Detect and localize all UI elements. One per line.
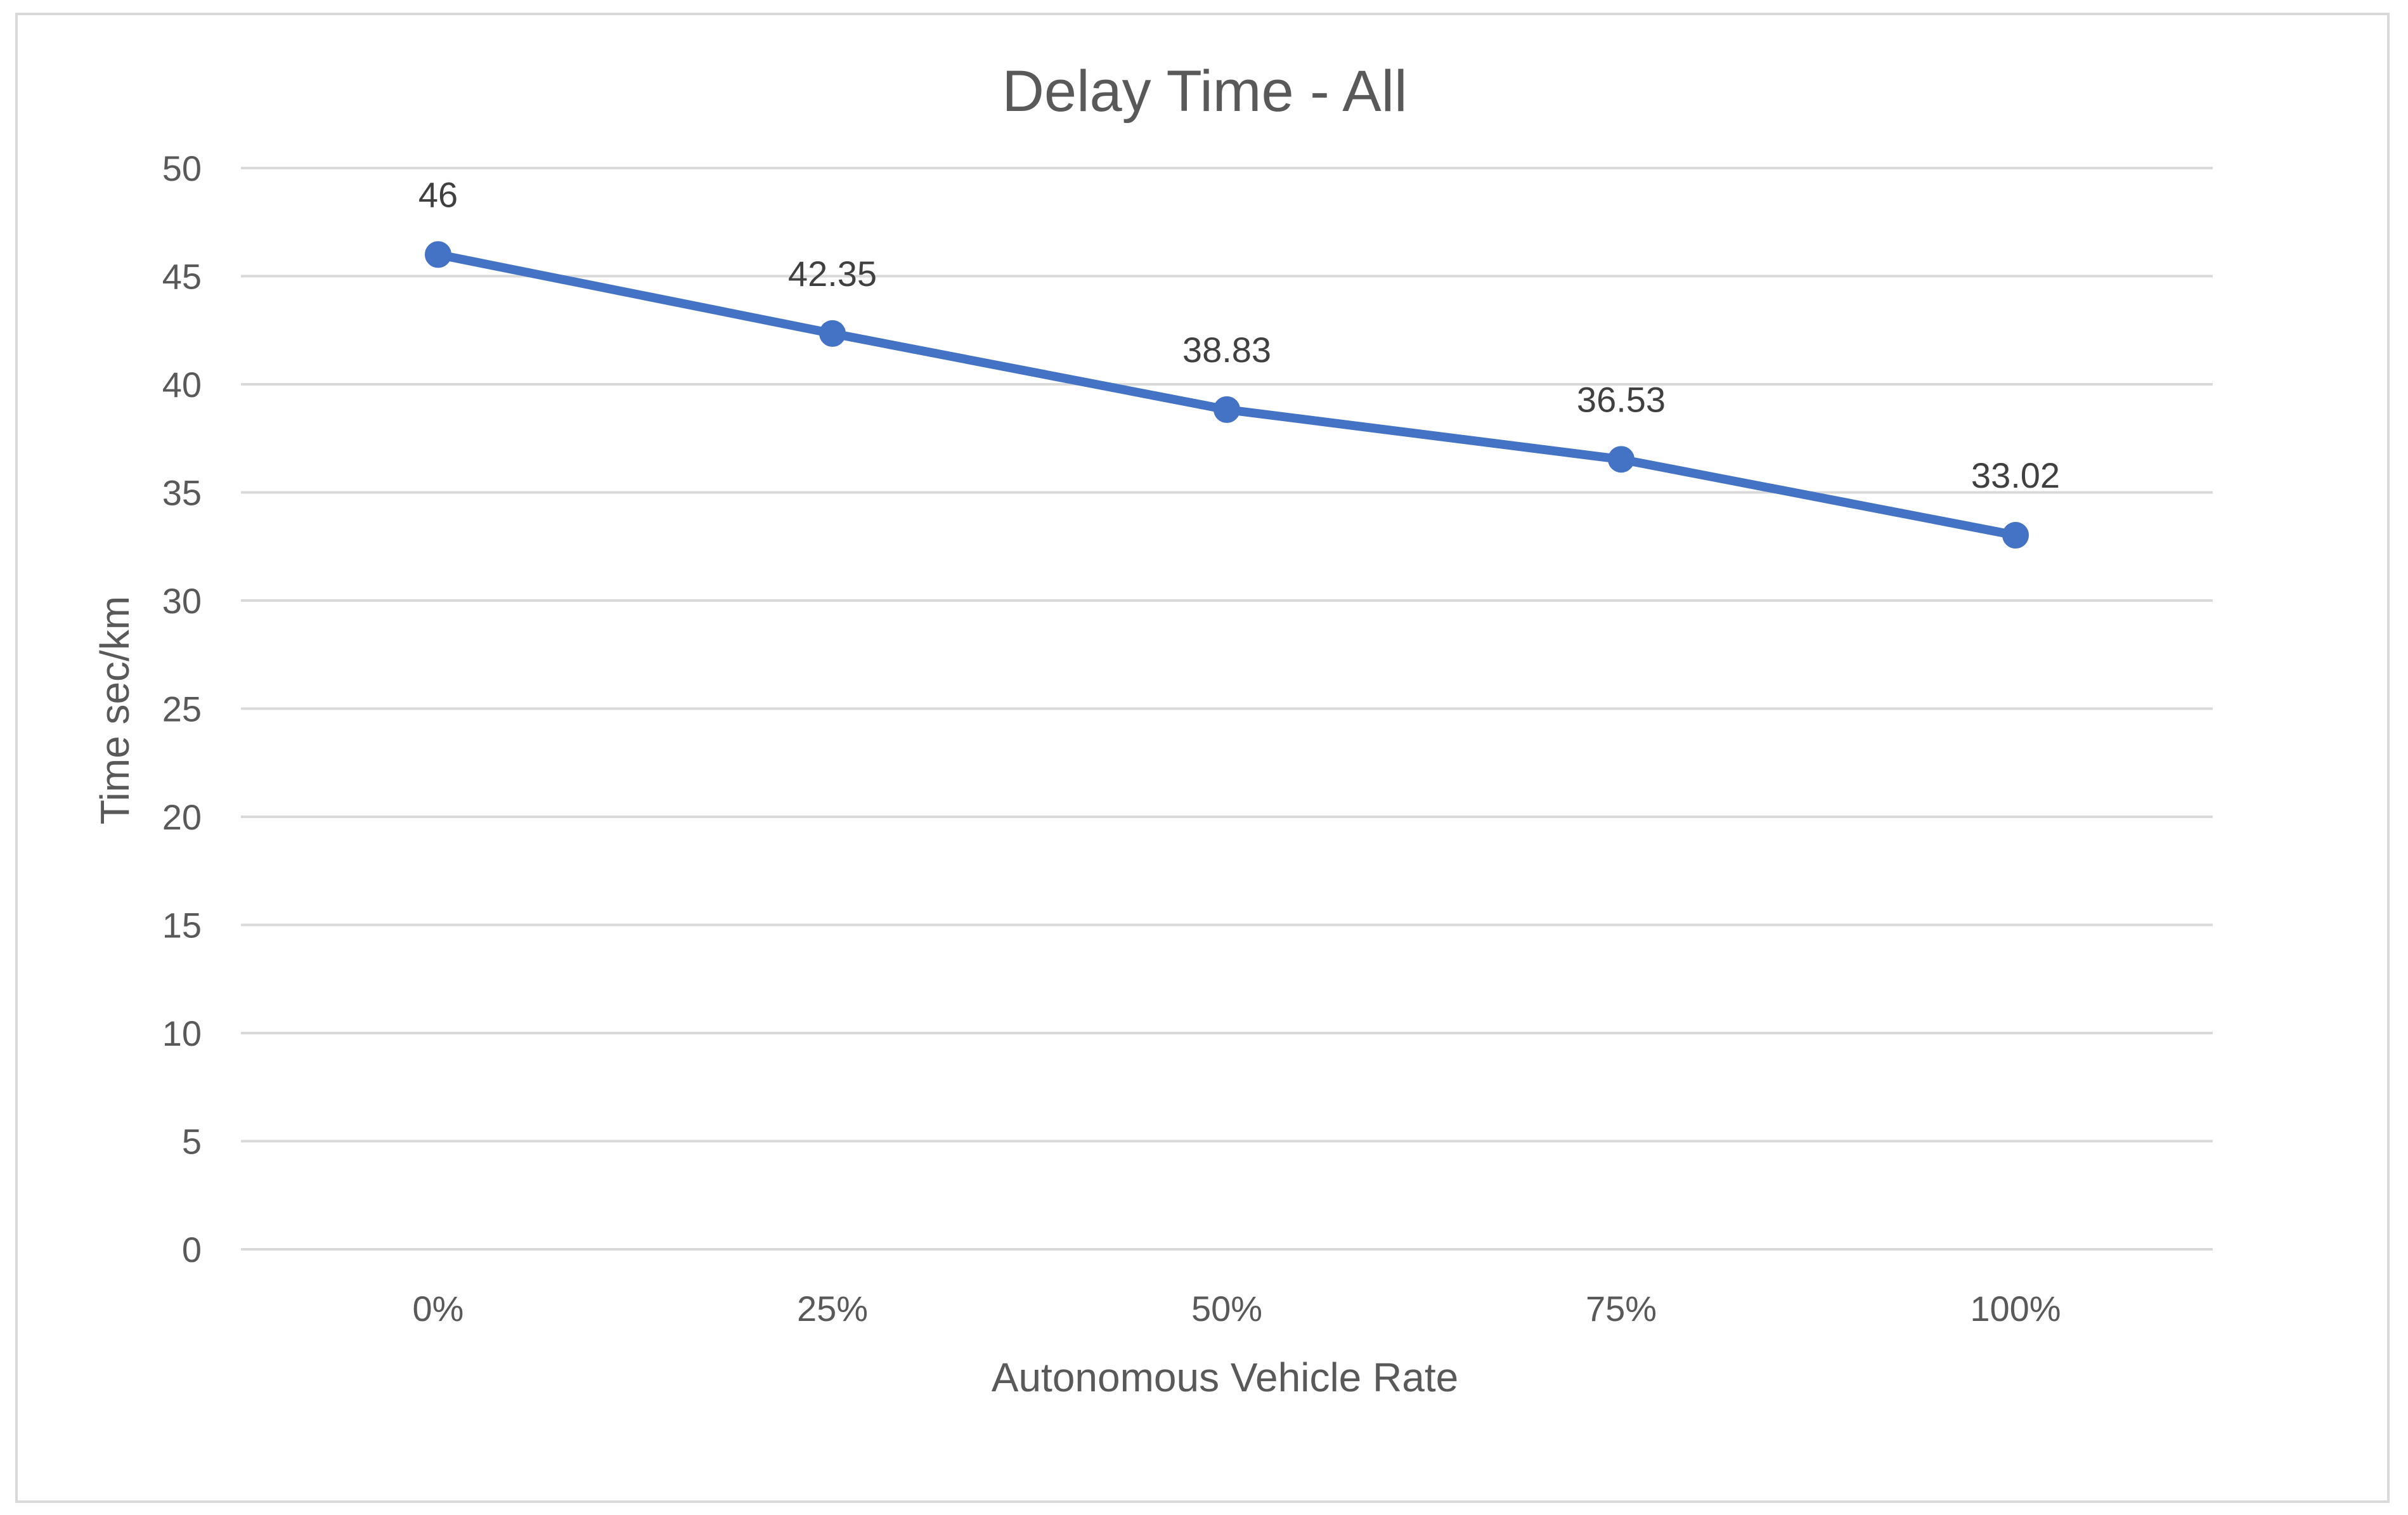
y-tick-label: 15 <box>162 906 202 946</box>
x-tick-label: 100% <box>1970 1289 2061 1329</box>
y-tick-label: 35 <box>162 473 202 513</box>
data-label: 42.35 <box>788 254 877 294</box>
chart-frame <box>15 13 2390 1503</box>
y-tick-label: 10 <box>162 1013 202 1053</box>
y-tick-label: 0 <box>182 1230 202 1270</box>
x-tick-label: 25% <box>797 1289 868 1329</box>
data-point <box>1214 396 1240 423</box>
x-tick-label: 50% <box>1191 1289 1262 1329</box>
x-tick-label: 0% <box>413 1289 464 1329</box>
y-tick-label: 30 <box>162 581 202 621</box>
y-tick-label: 40 <box>162 365 202 405</box>
y-tick-label: 25 <box>162 689 202 729</box>
y-axis-title: Time sec/km <box>92 596 138 824</box>
y-axis-ticks: 0 5 10 15 20 25 30 35 40 45 50 <box>162 148 202 1270</box>
y-tick-label: 50 <box>162 148 202 188</box>
gridlines <box>241 167 2213 1251</box>
y-tick-label: 45 <box>162 257 202 297</box>
data-label: 38.83 <box>1182 330 1271 370</box>
y-tick-label: 5 <box>182 1122 202 1162</box>
data-label: 46 <box>418 174 458 214</box>
data-point <box>2002 522 2029 549</box>
data-point <box>425 241 451 268</box>
chart-title: Delay Time - All <box>1002 59 1407 124</box>
series-delay-time <box>425 241 2029 549</box>
data-label: 33.02 <box>1971 455 2060 495</box>
data-labels: 46 42.35 38.83 36.53 33.02 <box>418 174 2060 495</box>
data-point <box>1608 446 1634 473</box>
y-tick-label: 20 <box>162 797 202 837</box>
data-point <box>819 320 846 347</box>
x-axis-title: Autonomous Vehicle Rate <box>992 1355 1458 1400</box>
data-label: 36.53 <box>1577 379 1666 419</box>
x-axis-ticks: 0% 25% 50% 75% 100% <box>413 1289 2061 1329</box>
x-tick-label: 75% <box>1586 1289 1657 1329</box>
